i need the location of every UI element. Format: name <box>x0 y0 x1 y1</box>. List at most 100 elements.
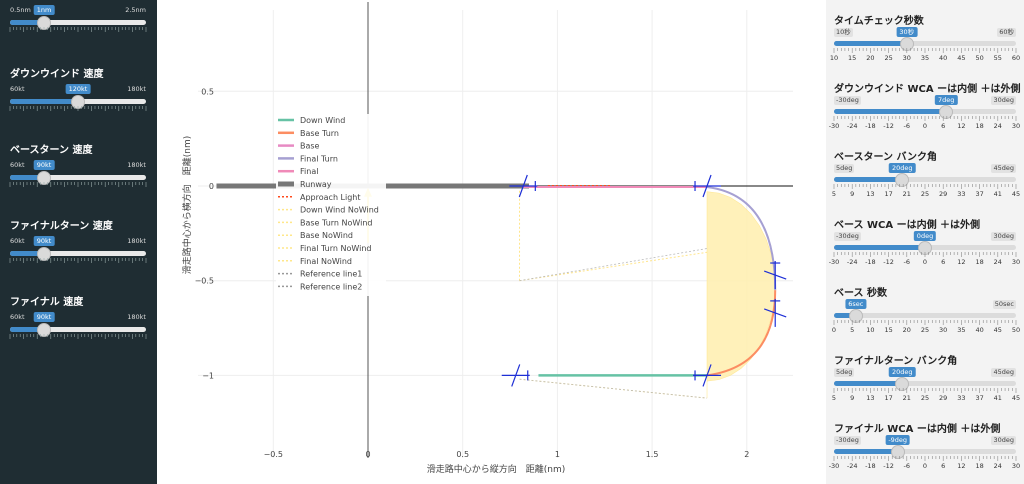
right-slider-1-grid-label-8: 18 <box>975 122 984 130</box>
right-slider-5-grid-label-9: 41 <box>993 394 1002 402</box>
right-slider-2-track[interactable] <box>834 177 1016 182</box>
right-slider-5-grid-label-4: 21 <box>902 394 911 402</box>
right-slider-2-handle[interactable] <box>895 172 910 187</box>
right-slider-3-grid-label-10: 30 <box>1011 258 1021 266</box>
right-slider-1-handle[interactable] <box>939 104 954 119</box>
right-slider-1-title: ダウンウインド WCA ーは内側 ＋は外側 <box>834 84 1021 95</box>
plot-area: −0.5 0 0.5 1 1.5 2 0.5 0 −0.5 −1 滑走路中心から縦方向 距離(nm)… <box>168 0 806 484</box>
right-slider-0-track[interactable] <box>834 41 1016 46</box>
right-slider-5-grid-label-7: 33 <box>957 394 966 402</box>
right-slider-1-grid-label-6: 6 <box>941 122 946 130</box>
y-tick-label-3: −1 <box>202 371 214 380</box>
left-slider-4-ticks <box>9 334 147 339</box>
right-slider-4-grid-label-2: 10 <box>866 326 875 334</box>
right-slider-3-grid-label-0: -30 <box>828 258 840 266</box>
right-slider-5-ticks <box>833 388 1017 393</box>
right-slider-2-max-label: 45deg <box>991 164 1016 173</box>
legend-label-10: Final Turn NoWind <box>300 244 371 253</box>
right-slider-2-grid-label-2: 13 <box>866 190 875 198</box>
reference-line1 <box>519 248 708 282</box>
reference-line2 <box>519 378 708 399</box>
right-slider-2-grid-label-0: 5 <box>831 190 837 198</box>
right-slider-6-grid-label-7: 12 <box>957 462 966 470</box>
x-tick-label-3: 1 <box>555 450 560 459</box>
aircraft-icon-3 <box>764 261 787 290</box>
right-slider-0-title: タイムチェック秒数 <box>834 16 924 27</box>
right-slider-0-value-badge: 30秒 <box>896 27 918 37</box>
right-slider-3-min-label: -30deg <box>834 232 861 241</box>
right-control-panel: タイムチェック秒数 10秒 60秒 30秒 10 15 20 25 30 35 40 45 50 55 60… <box>826 0 1024 484</box>
y-axis-title: 滑走路中心から横方向 距離(nm) <box>181 136 193 275</box>
right-slider-3-grid-label-5: 0 <box>922 258 928 266</box>
right-slider-3-grid-label-1: -24 <box>846 258 858 266</box>
right-slider-6-ticks <box>833 456 1017 461</box>
legend-label-13: Reference line2 <box>300 282 362 291</box>
right-slider-1-grid-label-5: 0 <box>922 122 928 130</box>
aircraft-icon-6 <box>501 364 530 387</box>
legend-background <box>276 114 386 296</box>
right-slider-1-max-label: 30deg <box>991 96 1016 105</box>
right-slider-6-handle[interactable] <box>890 444 905 459</box>
x-tick-label-4: 1.5 <box>646 450 659 459</box>
left-slider-2-ticks <box>9 182 147 187</box>
x-tick-label-5: 2 <box>744 450 749 459</box>
right-slider-4-grid-label-4: 20 <box>902 326 911 334</box>
right-slider-0-grid-label-6: 40 <box>939 54 948 62</box>
right-slider-6-fill <box>834 449 898 454</box>
left-slider-2-fill <box>10 175 44 180</box>
right-slider-3-grid-label-7: 12 <box>957 258 966 266</box>
right-slider-5-grid-label-1: 9 <box>850 394 855 402</box>
left-slider-3-track[interactable] <box>10 251 146 256</box>
right-slider-1-fill <box>834 109 947 114</box>
left-slider-2-min-label: 60kt <box>10 161 25 169</box>
right-slider-6-grid-label-0: -30 <box>828 462 840 470</box>
left-slider-4-title: ファイナル 速度 <box>10 297 84 308</box>
right-slider-3-grid-label-4: -6 <box>903 258 911 266</box>
x-axis-title: 滑走路中心から縦方向 距離(nm) <box>427 463 566 475</box>
right-slider-5-grid-label-10: 45 <box>1011 394 1021 402</box>
right-slider-0-grid-label-5: 35 <box>920 54 930 62</box>
left-slider-0-fill <box>10 20 44 25</box>
right-slider-3-fill <box>834 245 925 250</box>
right-slider-6-grid-label-5: 0 <box>922 462 928 470</box>
left-slider-1-max-label: 180kt <box>127 85 146 93</box>
right-slider-4-value-badge: 6sec <box>845 299 867 309</box>
legend-label-8: Base Turn NoWind <box>300 218 373 227</box>
right-slider-5-handle[interactable] <box>895 376 910 391</box>
aircraft-icon-4 <box>764 298 787 327</box>
right-slider-6-track[interactable] <box>834 449 1016 454</box>
right-slider-0-grid-label-1: 15 <box>848 54 857 62</box>
right-slider-1-ticks <box>833 116 1017 121</box>
legend-label-6: Approach Light <box>300 193 361 202</box>
right-slider-1-grid-label-4: -6 <box>903 122 911 130</box>
left-slider-0-track[interactable] <box>10 20 146 25</box>
right-slider-5-grid-label-2: 13 <box>866 394 875 402</box>
right-slider-2-grid-label-7: 33 <box>957 190 966 198</box>
left-slider-4-track[interactable] <box>10 327 146 332</box>
left-slider-3-fill <box>10 251 44 256</box>
right-slider-0-max-label: 60秒 <box>997 28 1016 37</box>
right-slider-4-grid-label-5: 25 <box>920 326 930 334</box>
right-slider-0-grid-label-3: 25 <box>884 54 893 62</box>
legend-label-5: Runway <box>300 180 332 189</box>
aircraft-icon-1 <box>509 174 538 198</box>
aircraft-icon-6-wing <box>511 364 521 387</box>
left-slider-2-track[interactable] <box>10 175 146 180</box>
left-slider-3-max-label: 180kt <box>127 237 146 245</box>
right-slider-1-grid-label-9: 24 <box>993 122 1002 130</box>
right-slider-1-grid-label-2: -18 <box>865 122 876 130</box>
left-slider-2-max-label: 180kt <box>127 161 146 169</box>
y-tick-label-1: 0 <box>209 182 214 191</box>
left-slider-2-title: ベースターン 速度 <box>10 145 93 156</box>
right-slider-0-grid-label-2: 20 <box>866 54 875 62</box>
right-slider-5-track[interactable] <box>834 381 1016 386</box>
right-slider-4-track[interactable] <box>834 313 1016 318</box>
left-slider-1-min-label: 60kt <box>10 85 25 93</box>
right-slider-0-grid-label-9: 55 <box>993 54 1002 62</box>
right-slider-5-max-label: 45deg <box>991 368 1016 377</box>
right-slider-6-grid-label-9: 24 <box>993 462 1002 470</box>
right-slider-1-track[interactable] <box>834 109 1016 114</box>
right-slider-1-min-label: -30deg <box>834 96 861 105</box>
left-slider-4-min-label: 60kt <box>10 313 25 321</box>
right-slider-1-grid-label-0: -30 <box>828 122 840 130</box>
